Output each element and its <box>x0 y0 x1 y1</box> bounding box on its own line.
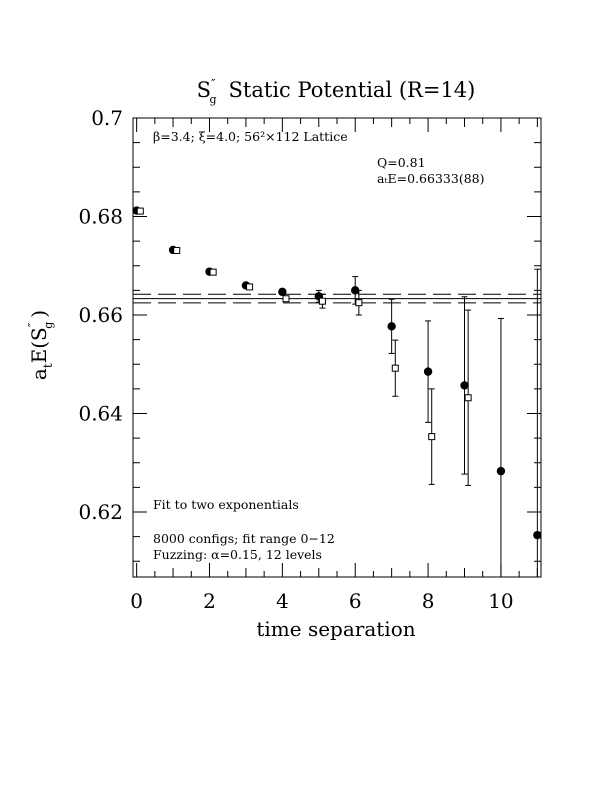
ylabel-prime: ″ <box>26 322 40 327</box>
ylabel-sub: g <box>42 322 55 329</box>
x-tick-label: 10 <box>488 589 513 613</box>
title-prime: ″ <box>211 77 216 91</box>
configs-label: 8000 configs; fit range 0−12 <box>153 531 335 546</box>
energy-fit-label: aₜE=0.66333(88) <box>377 171 484 186</box>
q-value-label: Q=0.81 <box>377 155 426 170</box>
data-point-square <box>428 433 436 441</box>
data-point-square <box>391 364 399 372</box>
data-point-square <box>173 246 181 254</box>
x-tick-labels: 0 2 4 6 8 10 <box>130 589 513 613</box>
y-tick-label: 0.66 <box>78 303 123 327</box>
y-tick-label: 0.62 <box>78 500 123 524</box>
y-tick-label: 0.7 <box>91 106 123 130</box>
data-point-circle <box>351 286 360 295</box>
error-bars <box>133 208 541 577</box>
data-point-square <box>209 268 217 276</box>
y-tick-label: 0.68 <box>78 204 123 228</box>
data-point-square <box>246 283 254 291</box>
x-tick-label: 2 <box>203 589 216 613</box>
x-tick-label: 0 <box>130 589 143 613</box>
data-point-square <box>136 207 144 215</box>
data-point-square <box>355 299 363 307</box>
data-point-circle <box>533 530 542 540</box>
data-point-circle <box>460 381 469 390</box>
axis-ticks <box>133 117 541 577</box>
lattice-label: β=3.4; ξ=4.0; 56²×112 Lattice <box>153 129 348 144</box>
data-markers <box>132 206 542 540</box>
fuzzing-label: Fuzzing: α=0.15, 12 levels <box>153 547 322 562</box>
y-tick-labels: 0.62 0.64 0.66 0.68 0.7 <box>78 106 123 524</box>
ylabel-main: E(S <box>27 327 51 363</box>
data-point-circle <box>423 367 433 376</box>
data-point-circle <box>387 322 396 331</box>
x-tick-label: 8 <box>422 589 435 613</box>
data-point-square <box>318 297 326 305</box>
x-axis-label: time separation <box>256 617 415 641</box>
ylabel-a: a <box>27 368 51 380</box>
data-point-circle <box>278 287 287 297</box>
plot-area: 0 2 4 6 8 10 0.62 0.64 0.66 0.68 0.7 <box>78 106 542 613</box>
data-point-square <box>464 394 472 402</box>
title-subscript: g <box>209 93 216 106</box>
x-tick-label: 6 <box>349 589 362 613</box>
fit-note-label: Fit to two exponentials <box>153 497 299 512</box>
fit-band <box>133 293 541 304</box>
data-point-square <box>282 295 290 303</box>
x-tick-label: 4 <box>276 589 289 613</box>
y-axis-label: atE(S″ g) <box>26 310 55 380</box>
title-symbol: S <box>197 78 211 102</box>
data-point-circle <box>496 466 506 476</box>
ylabel-a-sub: t <box>41 363 55 368</box>
chart-title: S″ g Static Potential (R=14) <box>197 77 476 106</box>
y-tick-label: 0.64 <box>78 401 123 425</box>
ylabel-close: ) <box>27 310 51 318</box>
title-text: Static Potential (R=14) <box>229 78 476 102</box>
